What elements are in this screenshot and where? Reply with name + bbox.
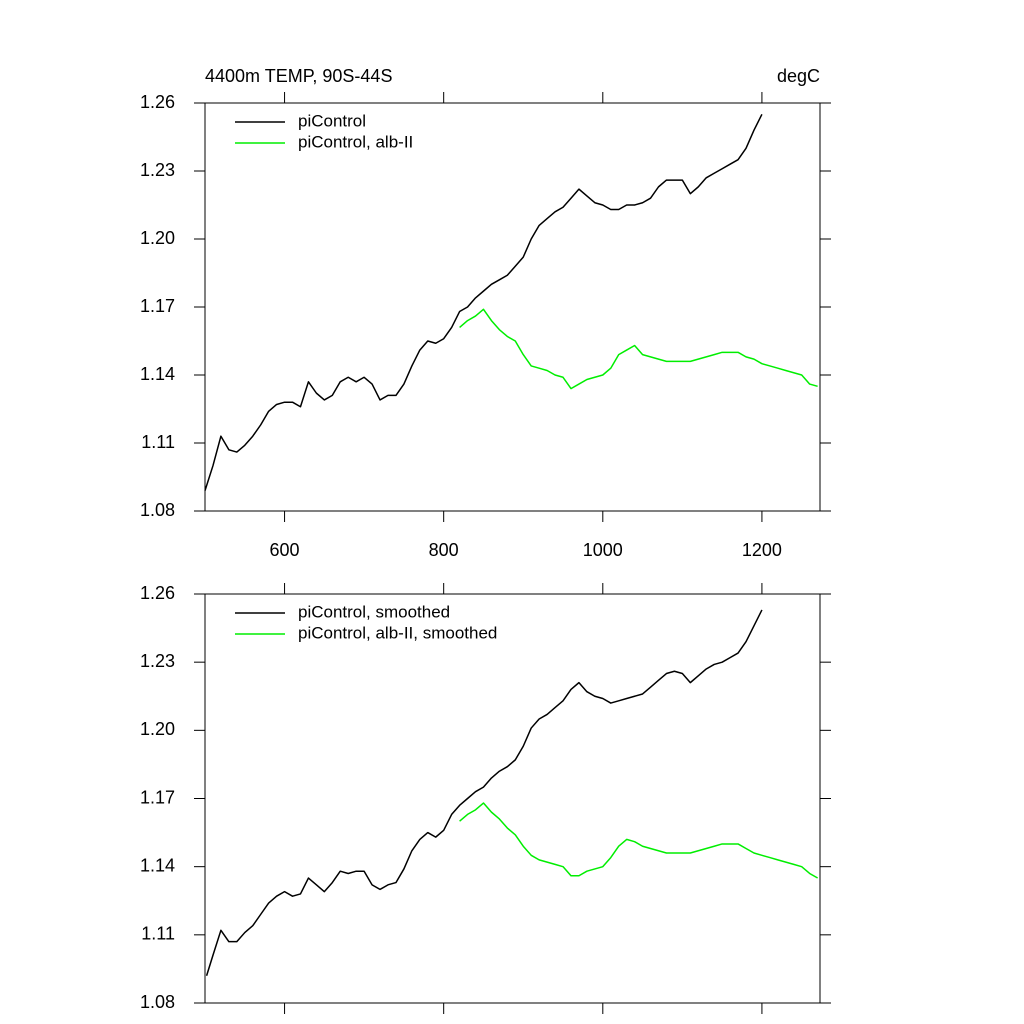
plot-frame (204, 593, 821, 1004)
legend-label: piControl, smoothed (298, 602, 450, 621)
x-tick-label: 600 (270, 540, 300, 560)
y-tick-label: 1.20 (140, 228, 175, 248)
series-line (459, 308, 818, 390)
y-tick-label: 1.08 (140, 500, 175, 520)
y-tick-label: 1.17 (140, 296, 175, 316)
y-tick-label: 1.20 (140, 719, 175, 739)
legend-label: piControl (298, 111, 366, 130)
legend-label: piControl, alb-II, smoothed (298, 623, 497, 642)
y-tick-label: 1.26 (140, 583, 175, 603)
chart-title: 4400m TEMP, 90S-44S (205, 66, 392, 86)
plot-frame (204, 102, 821, 512)
y-tick-label: 1.23 (140, 651, 175, 671)
y-tick-label: 1.11 (141, 924, 175, 944)
y-tick-label: 1.26 (140, 92, 175, 112)
x-tick-label: 1000 (583, 540, 623, 560)
y-tick-label: 1.23 (140, 160, 175, 180)
series-line (459, 802, 818, 879)
units-label: degC (777, 66, 820, 86)
series-line (205, 609, 763, 976)
x-tick-label: 800 (429, 540, 459, 560)
y-tick-label: 1.11 (141, 432, 175, 452)
y-tick-label: 1.14 (140, 855, 175, 875)
series-line (204, 113, 763, 491)
legend-label: piControl, alb-II (298, 132, 413, 151)
y-tick-label: 1.14 (140, 364, 175, 384)
x-tick-label: 1200 (742, 540, 782, 560)
y-tick-label: 1.17 (140, 787, 175, 807)
y-tick-label: 1.08 (140, 992, 175, 1012)
